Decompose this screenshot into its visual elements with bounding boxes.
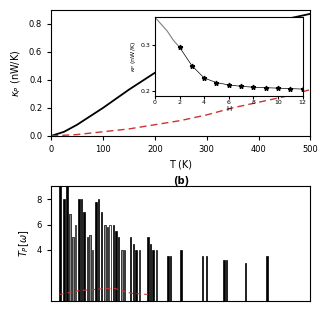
Bar [115, 231, 117, 301]
Bar [113, 225, 114, 301]
Bar [72, 237, 74, 301]
Bar [92, 250, 93, 301]
Bar [139, 250, 140, 301]
Title: (b): (b) [173, 176, 189, 186]
Bar [75, 225, 76, 301]
Bar [152, 250, 154, 301]
Bar [124, 250, 125, 301]
Bar [63, 199, 65, 301]
Bar [59, 180, 60, 301]
Bar [226, 260, 228, 301]
Bar [150, 244, 151, 301]
Bar [121, 250, 123, 301]
Bar [118, 237, 119, 301]
Bar [81, 199, 82, 301]
Bar [78, 199, 80, 301]
Bar [206, 256, 207, 301]
X-axis label: T (K): T (K) [169, 160, 192, 170]
Bar [98, 199, 100, 301]
Bar [87, 237, 88, 301]
Bar [147, 237, 149, 301]
Y-axis label: $\kappa_P$ (nW/K): $\kappa_P$ (nW/K) [10, 49, 23, 97]
Bar [132, 244, 134, 301]
Bar [104, 225, 106, 301]
Bar [83, 212, 85, 301]
Bar [170, 256, 171, 301]
Bar [267, 256, 268, 301]
Bar [69, 214, 71, 301]
Bar [180, 250, 181, 301]
Bar [109, 225, 111, 301]
Bar [245, 263, 246, 301]
Bar [89, 235, 91, 301]
Bar [130, 237, 132, 301]
Bar [135, 250, 137, 301]
Bar [167, 256, 169, 301]
Bar [107, 227, 108, 301]
Bar [223, 260, 225, 301]
Bar [156, 250, 157, 301]
Bar [100, 212, 102, 301]
Y-axis label: $T_P[\omega]$: $T_P[\omega]$ [17, 230, 31, 257]
Bar [66, 187, 68, 301]
Bar [202, 256, 203, 301]
Bar [95, 202, 97, 301]
